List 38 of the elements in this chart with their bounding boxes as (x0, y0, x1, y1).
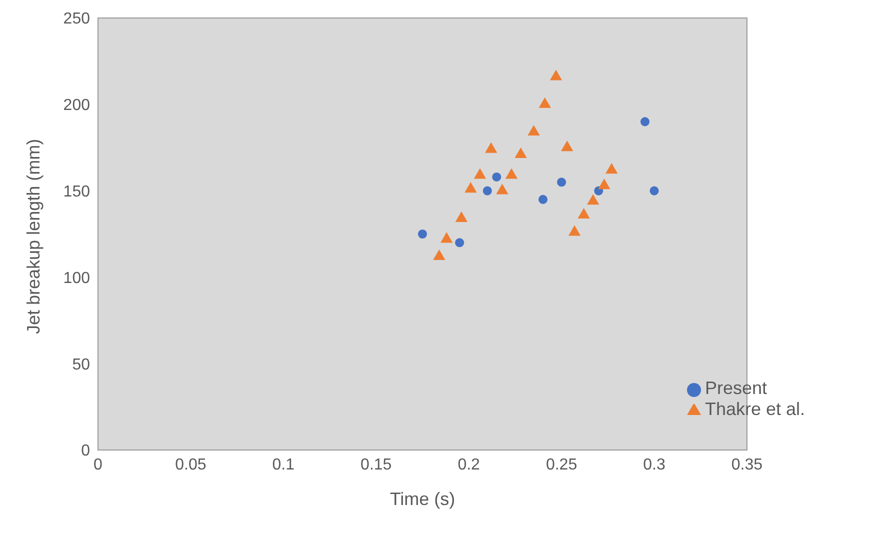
y-tick-label: 250 (63, 10, 90, 28)
point (561, 140, 574, 152)
point (485, 142, 498, 153)
y-axis-title: Jet breakup length (mm) (23, 138, 44, 334)
point (464, 182, 477, 193)
point (538, 97, 551, 108)
y-tick-label: 0 (81, 442, 90, 460)
legend-label: Thakre et al. (704, 399, 805, 419)
y-tick-label: 100 (63, 270, 90, 287)
point (578, 208, 590, 218)
y-tick-label: 200 (63, 97, 90, 114)
y-tick-label: 150 (63, 183, 90, 200)
x-axis-title: Time (s) (390, 489, 456, 509)
point (550, 70, 562, 80)
point (606, 163, 618, 174)
point (568, 225, 581, 236)
x-tick-label: 0.35 (731, 456, 763, 474)
y-tick-label: 50 (72, 356, 90, 374)
x-tick-label: 0.2 (458, 456, 480, 474)
point (474, 168, 486, 179)
point (538, 194, 548, 204)
point (440, 232, 453, 243)
point (514, 147, 527, 158)
x-tick-label: 0 (94, 456, 103, 474)
point (492, 172, 502, 182)
x-tick-label: 0.25 (546, 456, 578, 474)
x-tick-label: 0.1 (272, 456, 295, 474)
point (433, 249, 446, 260)
legend-label: Present (704, 378, 767, 398)
point (586, 194, 600, 205)
point (505, 168, 518, 179)
x-tick-label: 0.05 (175, 456, 206, 474)
x-tick-label: 0.3 (643, 456, 666, 474)
point (455, 211, 468, 222)
point (598, 178, 610, 190)
point (496, 184, 508, 194)
point (528, 125, 540, 136)
x-tick-label: 0.15 (360, 456, 392, 474)
